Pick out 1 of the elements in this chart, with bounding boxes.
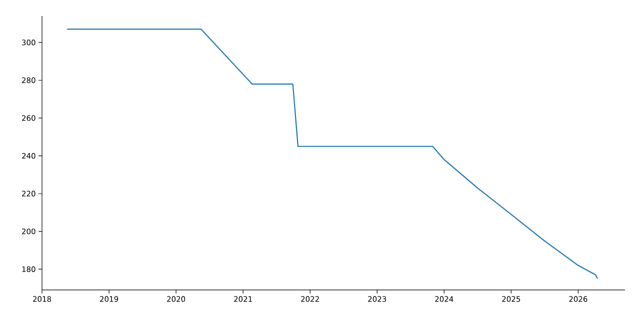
line-series — [66, 28, 598, 280]
